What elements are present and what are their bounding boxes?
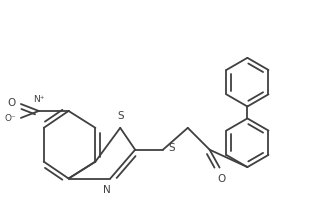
Text: N⁺: N⁺ (33, 95, 44, 104)
Text: N: N (104, 185, 111, 195)
Text: O: O (8, 98, 16, 108)
Text: S: S (168, 143, 174, 153)
Text: O⁻: O⁻ (4, 114, 16, 123)
Text: S: S (117, 111, 123, 121)
Text: O: O (217, 174, 225, 184)
